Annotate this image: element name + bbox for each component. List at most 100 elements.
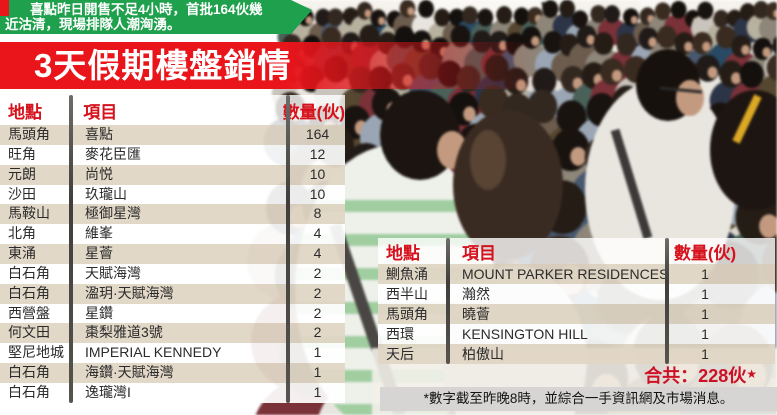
cell-quantity: 1 — [701, 346, 709, 362]
cell-location: 天后 — [386, 346, 414, 362]
col-header-project: 項目 — [462, 243, 496, 263]
cell-quantity: 4 — [313, 245, 322, 262]
table-row: 鰂魚涌 MOUNT PARKER RESIDENCES 1 — [378, 264, 775, 284]
red-corner-accent — [0, 0, 9, 16]
cell-project: 棗梨雅道3號 — [85, 324, 163, 341]
cell-project: 星鑽 — [85, 304, 113, 321]
cell-location: 馬頭角 — [386, 306, 428, 322]
title-banner: 3天假期樓盤銷情 — [0, 42, 540, 89]
footnote-star-marker: ★ — [746, 367, 757, 381]
cell-project: KENSINGTON HILL — [462, 326, 588, 342]
table-row: 馬頭角 喜點 164 — [0, 125, 345, 145]
left-table-header: 地點 項目 數量(伙) — [0, 95, 345, 125]
cell-location: 北角 — [8, 225, 36, 242]
cell-project: 柏傲山 — [462, 346, 504, 362]
col-header-location: 地點 — [386, 243, 420, 263]
cell-location: 沙田 — [8, 185, 36, 202]
cell-quantity: 1 — [701, 266, 709, 282]
cell-location: 堅尼地城 — [8, 344, 64, 361]
lead-banner: 喜點昨日開售不足4小時，首批164伙幾 近沽清，現場排隊人潮洶湧。 — [0, 0, 312, 34]
cell-quantity: 10 — [309, 165, 326, 182]
cell-quantity: 1 — [313, 383, 322, 400]
cell-project: 海鑽·天賦海灣 — [85, 364, 174, 381]
cell-location: 西營盤 — [8, 304, 50, 321]
cell-location: 白石角 — [8, 264, 50, 281]
cell-project: IMPERIAL KENNEDY — [85, 344, 222, 361]
table-row: 西環 KENSINGTON HILL 1 — [378, 324, 775, 344]
table-row: 白石角 逸瓏灣I 1 — [0, 382, 345, 403]
cell-location: 西環 — [386, 326, 414, 342]
cell-location: 馬鞍山 — [8, 205, 50, 222]
cell-quantity: 2 — [313, 264, 322, 281]
table-row: 白石角 海鑽·天賦海灣 1 — [0, 363, 345, 383]
table-row: 馬鞍山 極御星灣 8 — [0, 204, 345, 225]
cell-project: 逸瓏灣I — [85, 383, 131, 400]
cell-project: 麥花臣匯 — [85, 145, 141, 162]
cell-quantity: 1 — [701, 326, 709, 342]
cell-project: 溋玥·天賦海灣 — [85, 284, 174, 301]
cell-project: 尚悦 — [85, 165, 113, 182]
col-header-location: 地點 — [8, 102, 42, 122]
cell-location: 何文田 — [8, 324, 50, 341]
cell-quantity: 1 — [701, 306, 709, 322]
table-row: 旺角 麥花臣匯 12 — [0, 144, 345, 165]
right-table-header: 地點 項目 數量(伙) — [378, 238, 775, 264]
left-sales-table: 地點 項目 數量(伙) 馬頭角 喜點 164 旺角 麥花臣匯 12 元朗 尚悦 … — [0, 95, 345, 403]
table-row: 元朗 尚悦 10 — [0, 164, 345, 185]
cell-location: 白石角 — [8, 364, 50, 381]
cell-project: 喜點 — [85, 126, 113, 142]
cell-project: 瀚然 — [462, 286, 490, 302]
table-row: 西營盤 星鑽 2 — [0, 303, 345, 324]
cell-quantity: 164 — [305, 126, 330, 142]
cell-quantity: 2 — [313, 304, 322, 321]
cell-location: 白石角 — [8, 284, 50, 301]
cell-quantity: 2 — [313, 284, 322, 301]
cell-location: 白石角 — [8, 383, 50, 400]
column-divider — [665, 238, 669, 364]
cell-location: 西半山 — [386, 286, 428, 302]
table-row: 天后 柏傲山 1 — [378, 344, 775, 364]
table-row: 東涌 星薈 4 — [0, 244, 345, 264]
col-header-quantity: 數量(伙) — [673, 243, 737, 263]
cell-location: 東涌 — [8, 245, 36, 262]
col-header-quantity: 數量(伙) — [282, 102, 345, 122]
cell-project: 曉薈 — [462, 306, 490, 322]
footnote: *數字截至昨晚8時，並綜合一手資訊網及市場消息。 — [380, 387, 777, 411]
cell-project: 玖瓏山 — [85, 185, 127, 202]
cell-project: 極御星灣 — [85, 205, 141, 222]
cell-project: 星薈 — [85, 245, 113, 262]
page-title: 3天假期樓盤銷情 — [34, 47, 292, 84]
total-label: 合共：228伙 — [644, 366, 747, 386]
total-row: 合共：228伙★ — [380, 362, 757, 386]
cell-project: 維峯 — [85, 225, 113, 242]
table-row: 沙田 玖瓏山 10 — [0, 184, 345, 205]
cell-quantity: 1 — [313, 364, 322, 381]
lead-banner-line1: 喜點昨日開售不足4小時，首批164伙幾 — [30, 2, 263, 17]
cell-project: MOUNT PARKER RESIDENCES — [462, 266, 669, 282]
cell-quantity: 10 — [309, 185, 326, 202]
table-row: 北角 維峯 4 — [0, 224, 345, 245]
table-row: 西半山 瀚然 1 — [378, 284, 775, 304]
cell-quantity: 1 — [313, 344, 322, 361]
table-row: 馬頭角 曉薈 1 — [378, 304, 775, 324]
column-divider — [286, 95, 290, 403]
cell-location: 鰂魚涌 — [386, 266, 428, 282]
right-sales-table: 地點 項目 數量(伙) 鰂魚涌 MOUNT PARKER RESIDENCES … — [378, 238, 775, 364]
cell-location: 元朗 — [8, 165, 36, 182]
cell-quantity: 4 — [313, 225, 322, 242]
lead-banner-line2: 近沽清，現場排隊人潮洶湧。 — [5, 17, 181, 32]
cell-quantity: 2 — [313, 324, 322, 341]
column-divider — [446, 238, 450, 364]
cell-location: 旺角 — [8, 145, 36, 162]
table-row: 白石角 天賦海灣 2 — [0, 263, 345, 284]
col-header-project: 項目 — [83, 102, 118, 122]
cell-quantity: 1 — [701, 286, 709, 302]
cell-quantity: 12 — [309, 145, 326, 162]
cell-project: 天賦海灣 — [85, 264, 141, 281]
table-row: 堅尼地城 IMPERIAL KENNEDY 1 — [0, 343, 345, 364]
table-row: 白石角 溋玥·天賦海灣 2 — [0, 283, 345, 304]
table-row: 何文田 棗梨雅道3號 2 — [0, 323, 345, 344]
cell-location: 馬頭角 — [8, 126, 50, 142]
column-divider — [69, 95, 73, 403]
